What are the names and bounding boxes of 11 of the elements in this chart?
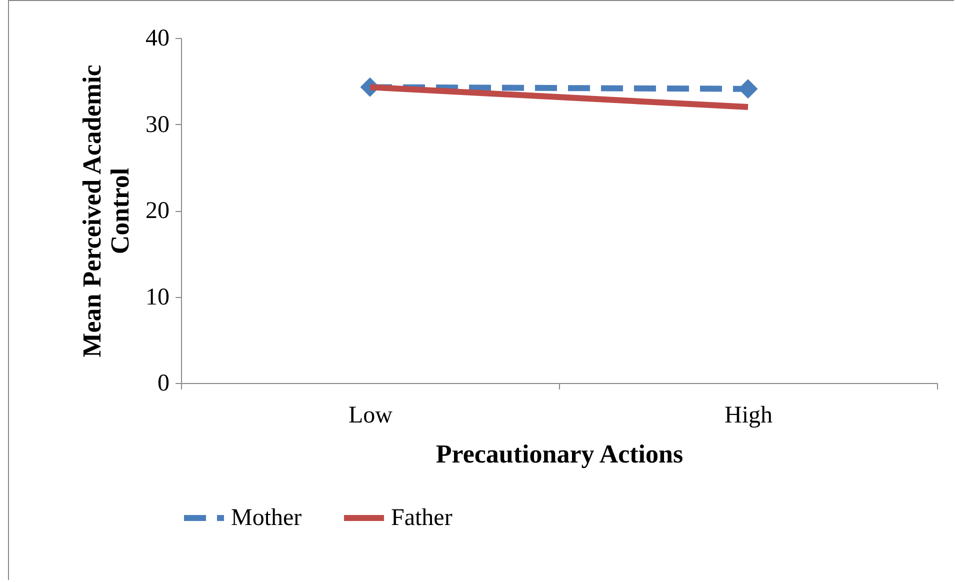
y-tick-label: 10	[146, 284, 170, 310]
y-tick-label: 20	[146, 198, 170, 224]
x-tick-label: Low	[348, 402, 394, 428]
y-tick-label: 30	[146, 112, 170, 138]
x-axis-title: Precautionary Actions	[436, 440, 684, 468]
y-axis-title: Mean Perceived Academic Control	[78, 64, 134, 358]
y-tick-label: 40	[146, 26, 170, 52]
legend-label: Father	[391, 505, 452, 531]
legend-label: Mother	[231, 505, 302, 531]
y-tick-label: 0	[158, 370, 170, 396]
x-tick-label: High	[724, 402, 772, 428]
